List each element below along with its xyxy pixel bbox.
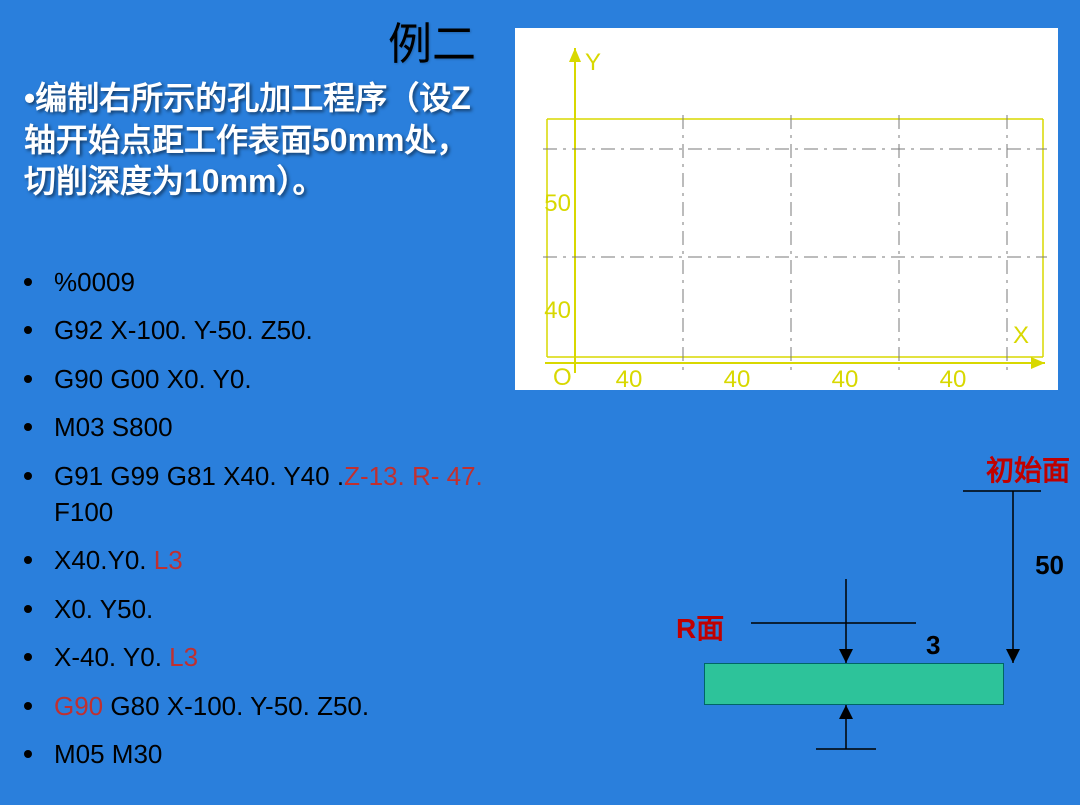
code-line: M03 S800 [24, 409, 544, 445]
svg-text:50: 50 [544, 190, 571, 217]
bullet-icon [24, 472, 32, 480]
code-line: X40.Y0. L3 [24, 542, 544, 578]
code-line: X-40. Y0. L3 [24, 639, 544, 675]
grid-diagram: Y X O 40 40 40 40 40 50 [515, 28, 1058, 390]
code-text: X-40. Y0. L3 [54, 639, 544, 675]
svg-text:40: 40 [832, 366, 859, 390]
intro-paragraph: •编制右所示的孔加工程序（设Z轴开始点距工作表面50mm处，切削深度为10mm）… [24, 78, 484, 203]
gcode-list: %0009 G92 X-100. Y-50. Z50. G90 G00 X0. Y0… [24, 264, 544, 784]
code-text: G90 G00 X0. Y0. [54, 361, 544, 397]
bullet-icon [24, 556, 32, 564]
code-text: M03 S800 [54, 409, 544, 445]
code-line: %0009 [24, 264, 544, 300]
svg-text:Y: Y [585, 49, 601, 76]
code-text: M05 M30 [54, 736, 544, 772]
bullet-icon [24, 278, 32, 286]
svg-text:O: O [553, 364, 572, 390]
svg-text:40: 40 [544, 297, 571, 324]
bullet-icon [24, 326, 32, 334]
code-text: X0. Y50. [54, 591, 544, 627]
code-text: G91 G99 G81 X40. Y40 .Z-13. R- 47. F100 [54, 458, 544, 531]
svg-text:40: 40 [616, 366, 643, 390]
code-text: G90 G80 X-100. Y-50. Z50. [54, 688, 544, 724]
bullet-icon [24, 702, 32, 710]
bullet-icon [24, 375, 32, 383]
code-line: X0. Y50. [24, 591, 544, 627]
bullet-icon [24, 653, 32, 661]
code-line: G91 G99 G81 X40. Y40 .Z-13. R- 47. F100 [24, 458, 544, 531]
svg-text:40: 40 [724, 366, 751, 390]
bullet-icon [24, 750, 32, 758]
code-text: X40.Y0. L3 [54, 542, 544, 578]
svg-text:X: X [1013, 322, 1029, 349]
code-line: G92 X-100. Y-50. Z50. [24, 312, 544, 348]
svg-text:40: 40 [940, 366, 967, 390]
r-plane-diagram: 初始面 50 R面 3 [656, 445, 1076, 750]
code-text: G92 X-100. Y-50. Z50. [54, 312, 544, 348]
bullet-icon [24, 605, 32, 613]
bullet-icon [24, 423, 32, 431]
code-line: G90 G80 X-100. Y-50. Z50. [24, 688, 544, 724]
slide-title: 例二 [388, 8, 476, 72]
code-text: %0009 [54, 264, 544, 300]
code-line: G90 G00 X0. Y0. [24, 361, 544, 397]
code-line: M05 M30 [24, 736, 544, 772]
